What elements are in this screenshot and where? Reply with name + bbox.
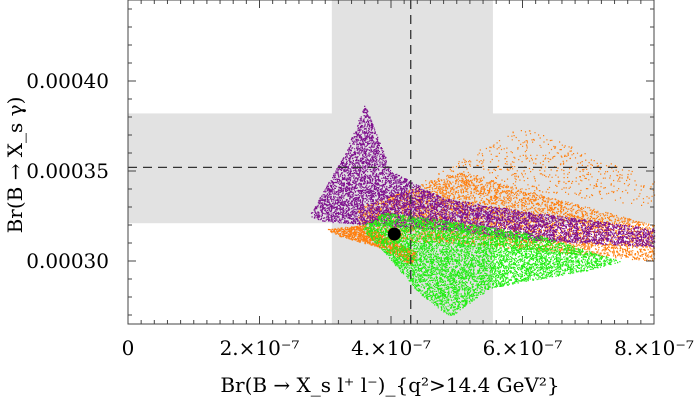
- y-uncertainty-band: [128, 113, 654, 224]
- scatter-series-2: [310, 105, 656, 248]
- sm-prediction-point: [387, 227, 401, 241]
- scatter-point-cloud: [425, 130, 656, 206]
- x-tick-label: 8.×10⁻⁷: [614, 336, 694, 360]
- x-tick-label: 0: [122, 336, 135, 360]
- uncertainty-bands: [128, 0, 654, 324]
- y-tick-label: 0.00030: [26, 249, 109, 273]
- scatter-point-cloud: [310, 105, 656, 248]
- y-tick-label: 0.00040: [26, 69, 109, 93]
- scatter-point-cloud: [362, 213, 621, 316]
- x-tick-label: 4.×10⁻⁷: [351, 336, 431, 360]
- scatter-series-3: [362, 213, 621, 316]
- scatter-points: [310, 105, 656, 316]
- x-axis-title: Br(B → X_s l⁺ l⁻)_{q²>14.4 GeV²}: [220, 373, 559, 397]
- x-tick-label: 2.×10⁻⁷: [220, 336, 300, 360]
- x-tick-label: 6.×10⁻⁷: [483, 336, 563, 360]
- scatter-point-cloud: [327, 225, 417, 266]
- reference-lines: [128, 0, 654, 324]
- y-tick-label: 0.00035: [26, 159, 109, 183]
- axis-ticks: 0 2.×10⁻⁷ 4.×10⁻⁷ 6.×10⁻⁷ 8.×10⁻⁷ 0.00030 0.00…: [26, 0, 694, 360]
- y-axis-title: Br(B → X_s γ): [3, 97, 27, 234]
